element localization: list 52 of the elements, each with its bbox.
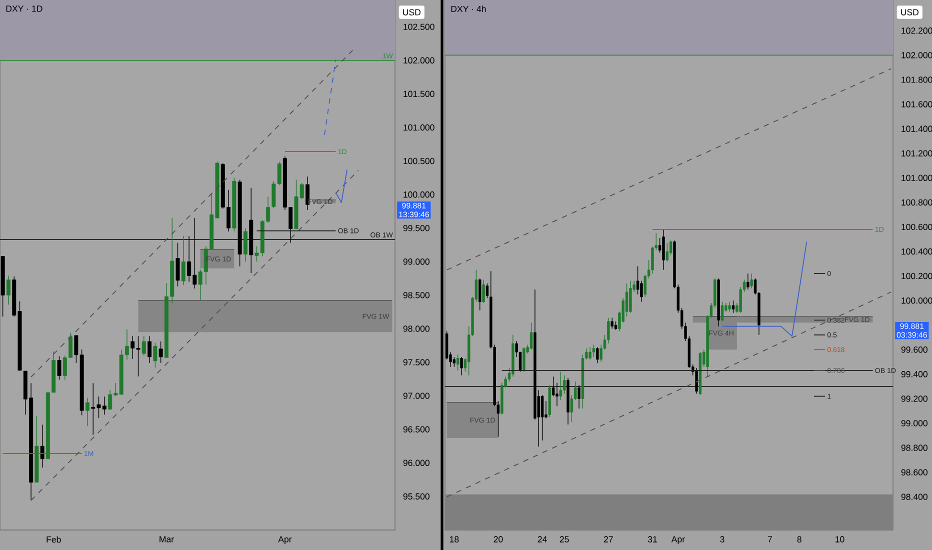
- x-tick-label: 24: [538, 536, 547, 542]
- y-tick-label: 99.400: [901, 371, 928, 378]
- x-tick-label: Mar: [160, 536, 174, 542]
- y-tick-label: 95.500: [403, 493, 430, 500]
- y-tick-label: 100.600: [902, 224, 932, 230]
- y-tick-label: 97.500: [403, 359, 430, 366]
- y-tick-label: 98.600: [901, 469, 928, 476]
- chart-title: DXY · 1D: [6, 6, 42, 12]
- y-axis-title: USD: [403, 9, 421, 16]
- x-tick-label: 18: [450, 536, 459, 542]
- x-tick-label: 27: [604, 536, 613, 542]
- text: DXY · 4h: [451, 6, 486, 12]
- x-tick-label: 8: [797, 536, 802, 542]
- y-tick-label: 100.500: [404, 158, 434, 164]
- y-tick-label: 98.400: [901, 494, 928, 500]
- y-tick-label: 98.500: [403, 292, 430, 298]
- x-tick-label: Feb: [46, 536, 61, 543]
- y-tick-label: 100.000: [404, 191, 434, 198]
- x-tick-label: 3: [720, 536, 724, 542]
- x-tick-label: 10: [836, 536, 844, 542]
- x-tick-label: 31: [648, 536, 657, 542]
- y-tick-label: 102.000: [902, 52, 932, 58]
- y-tick-label: 97.000: [403, 392, 430, 399]
- y-tick-label: 96.000: [403, 460, 430, 466]
- y-tick-label: 100.800: [902, 199, 932, 206]
- y-tick-label: 100.200: [902, 272, 932, 280]
- y-axis-title: USD: [901, 9, 919, 16]
- y-tick-label: 98.000: [403, 326, 430, 332]
- x-tick-label: 20: [494, 536, 503, 542]
- y-tick-label: 101.000: [404, 124, 434, 131]
- y-tick-label: 102.000: [404, 57, 434, 64]
- y-tick-label: 101.500: [404, 90, 434, 98]
- y-tick-label: 101.200: [902, 150, 932, 156]
- x-tick-label: 7: [768, 536, 772, 542]
- x-tick-label: 25: [560, 536, 569, 542]
- y-tick-label: 96.500: [403, 426, 430, 432]
- y-tick-label: 101.000: [902, 174, 932, 181]
- y-tick-label: 101.400: [902, 126, 932, 132]
- y-tick-label: 99.600: [901, 346, 928, 353]
- y-tick-label: 101.800: [902, 76, 932, 83]
- y-tick-label: 99.000: [901, 420, 928, 426]
- x-tick-label: Apr: [671, 536, 685, 544]
- y-tick-label: 100.000: [902, 297, 932, 304]
- y-tick-label: 101.600: [902, 101, 932, 108]
- y-tick-label: 99.200: [901, 396, 928, 402]
- y-tick-label: 99.500: [403, 224, 430, 232]
- y-tick-label: 102.200: [902, 28, 932, 34]
- y-tick-label: 99.000: [403, 258, 430, 265]
- x-tick-label: Apr: [278, 536, 292, 544]
- y-tick-label: 100.400: [902, 248, 932, 255]
- y-tick-label: 102.500: [404, 24, 434, 30]
- y-tick-label: 98.800: [901, 444, 928, 451]
